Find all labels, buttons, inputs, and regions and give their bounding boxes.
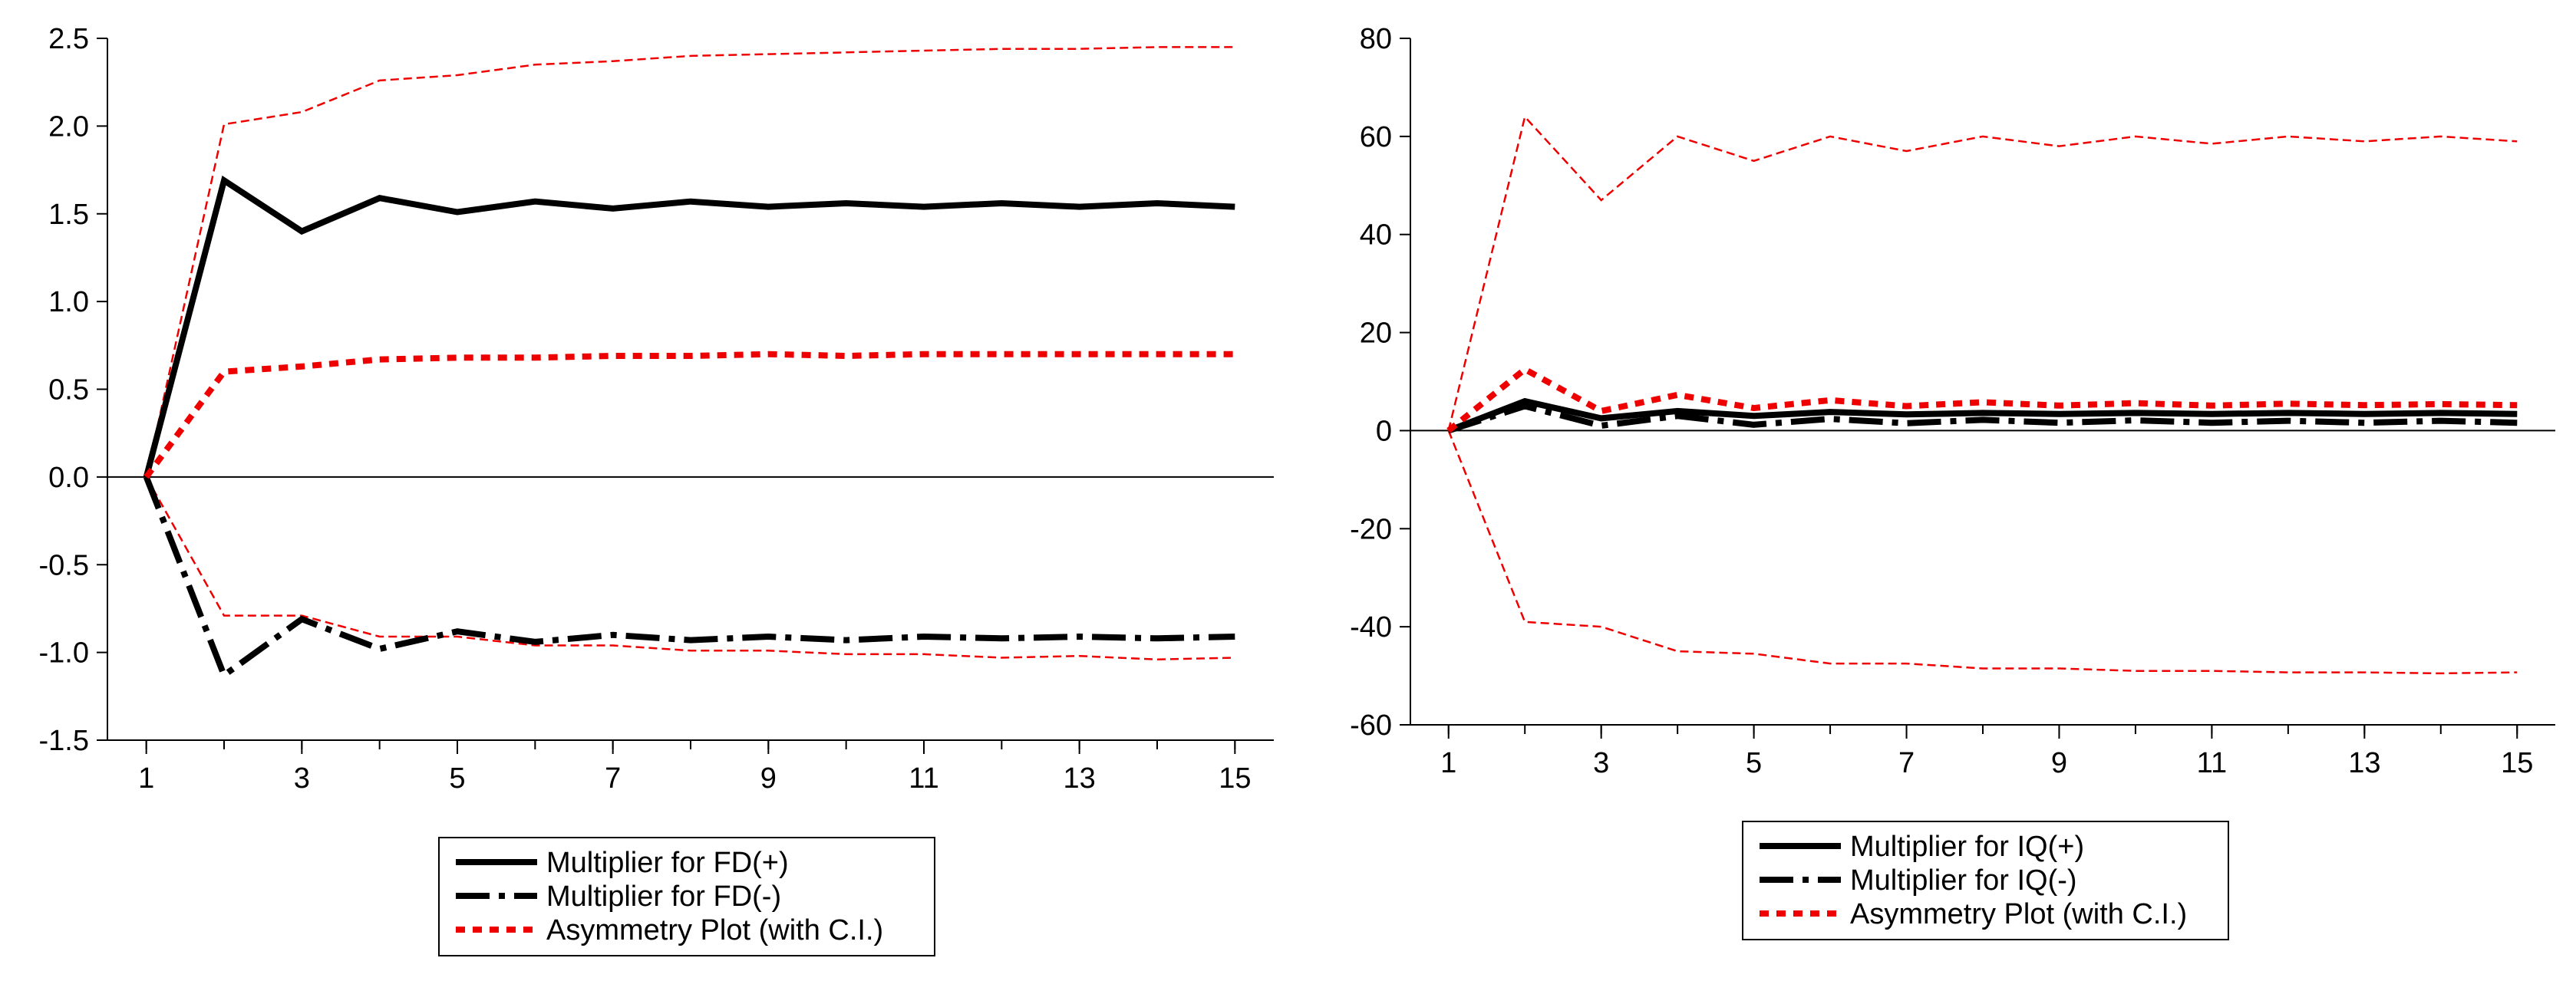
iq-x-tick-label: 15 [2501,747,2533,779]
iq-y-tick-label: 0 [1376,415,1392,447]
fd-y-tick-label: -0.5 [39,549,89,581]
iq-x-tick-label: 3 [1593,747,1609,779]
iq-x-tick-label: 7 [1898,747,1915,779]
fd-legend-label: Asymmetry Plot (with C.I.) [546,914,883,946]
iq-legend-label: Multiplier for IQ(+) [1850,831,2084,863]
fd-series-multiplier-for-fd [143,175,1235,478]
fd-y-tick-label: 0.5 [48,374,89,407]
iq-x-tick-label: 11 [2197,747,2227,779]
fd-x-tick-label: 3 [294,762,310,795]
fd-x-tick-label: 9 [760,762,777,795]
fd-y-tick-label: 1.0 [48,286,89,318]
fd-x-tick-label: 13 [1064,762,1096,795]
iq-y-tick-label: -40 [1350,611,1392,644]
iq-series-multiplier-for-iq [1447,403,2518,434]
fd-legend-label: Multiplier for FD(-) [546,881,781,913]
iq-legend-label: Multiplier for IQ(-) [1850,864,2077,897]
iq-legend-label: Asymmetry Plot (with C.I.) [1850,898,2187,930]
fd-series-lower-c-i [145,476,1235,661]
fd-y-tick-label: -1.0 [39,637,89,670]
iq-series-upper-c-i [1447,114,2518,431]
iq-y-tick-label: 20 [1360,318,1392,350]
iq-series-asymmetry-plot-with-c-i [1446,365,2518,433]
fd-x-tick-label: 15 [1219,762,1251,795]
fd-series-upper-c-i [145,46,1235,478]
iq-y-tick-label: -20 [1350,513,1392,545]
iq-x-tick-label: 1 [1440,747,1456,779]
iq-y-tick-label: 60 [1360,121,1392,153]
fd-legend-label: Multiplier for FD(+) [546,847,789,879]
iq-y-tick-label: 80 [1360,23,1392,55]
fd-multiplier-chart: -1.5-1.0-0.50.00.51.01.52.02.51 3 5 7 9 11 13 1… [39,23,1274,956]
fd-y-tick-label: -1.5 [39,725,89,757]
iq-x-tick-label: 5 [1746,747,1762,779]
iq-plot-area [1410,114,2555,675]
fd-x-tick-label: 1 [138,762,154,795]
fd-y-tick-label: 2.5 [48,23,89,55]
fd-series-asymmetry-plot-with-c-i [143,351,1235,479]
fd-series-multiplier-for-fd [143,476,1235,680]
iq-series-multiplier-for-iq [1447,397,2518,434]
fd-plot-area [107,46,1274,680]
fd-legend: Multiplier for FD(+)Multiplier for FD(-)… [438,837,935,956]
iq-y-tick-label: -60 [1350,709,1392,742]
iq-x-tick-label: 9 [2051,747,2067,779]
iq-y-tick-label: 40 [1360,219,1392,252]
fd-x-tick-label: 7 [605,762,621,795]
fd-y-tick-label: 1.5 [48,199,89,231]
fd-y-tick-label: 2.0 [48,110,89,143]
iq-legend: Multiplier for IQ(+)Multiplier for IQ(-)… [1742,821,2229,940]
iq-x-tick-label: 13 [2348,747,2380,779]
fd-x-tick-label: 11 [909,762,938,795]
iq-series-lower-c-i [1447,430,2518,675]
fd-x-tick-label: 5 [449,762,465,795]
fd-y-tick-label: 0.0 [48,462,89,494]
fd-axes: -1.5-1.0-0.50.00.51.01.52.02.51 3 5 7 9 11 13 1… [39,23,1274,795]
